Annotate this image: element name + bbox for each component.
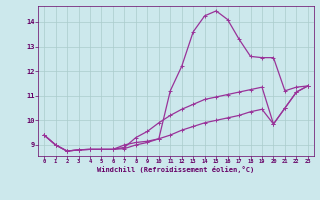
X-axis label: Windchill (Refroidissement éolien,°C): Windchill (Refroidissement éolien,°C) bbox=[97, 166, 255, 173]
